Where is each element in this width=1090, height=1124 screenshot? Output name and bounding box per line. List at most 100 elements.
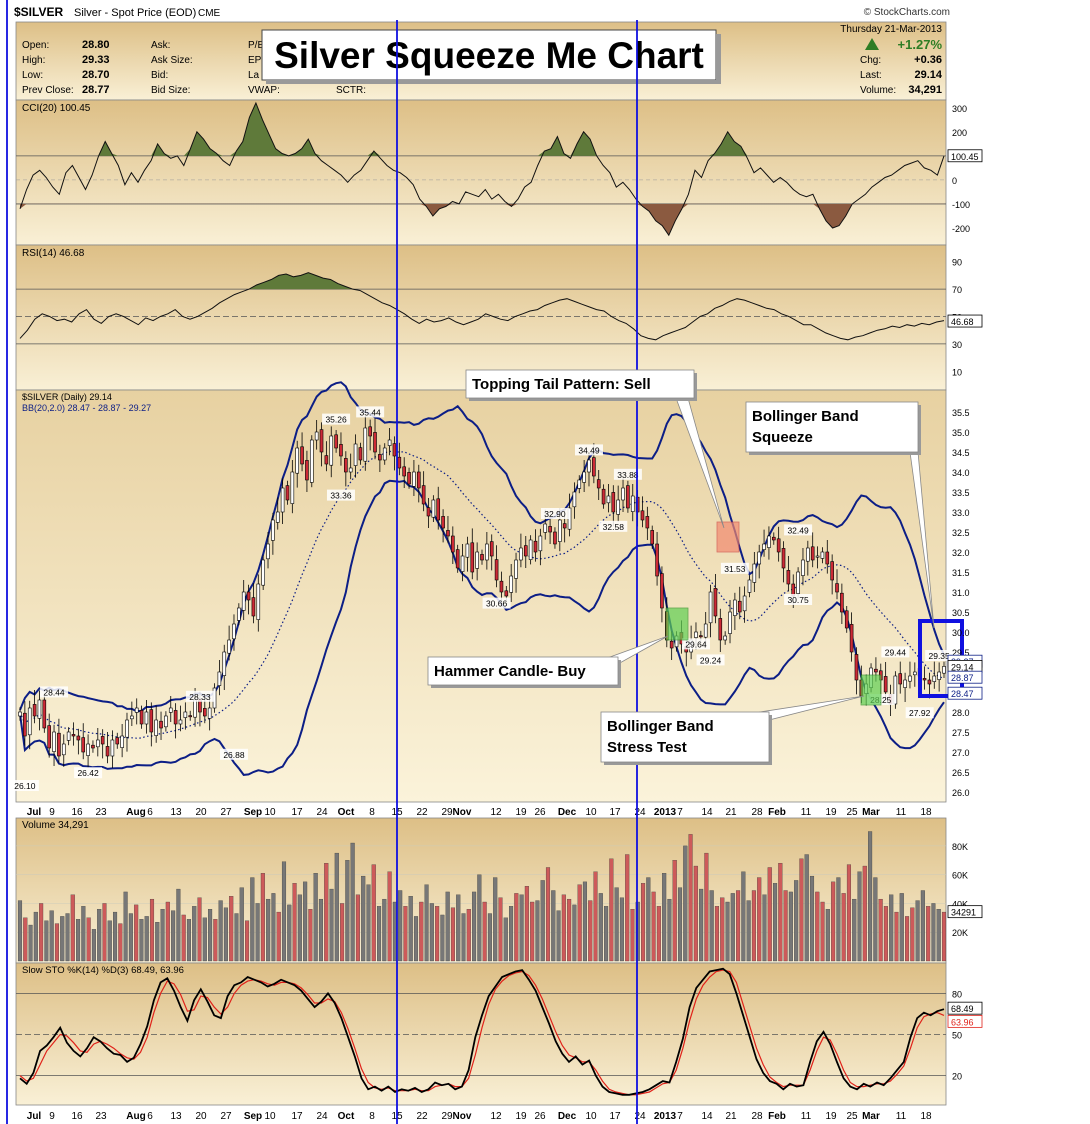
candle-body [820, 551, 825, 559]
price-right-tag-3-box [947, 686, 983, 700]
candle-body [558, 519, 562, 542]
candle-body [655, 543, 659, 577]
volume-tick-1: 60K [952, 871, 968, 881]
volume-bar [382, 898, 387, 962]
volume-bar [102, 903, 107, 962]
price-tick-4: 28.0 [952, 708, 970, 718]
candle-body [295, 447, 299, 474]
volume-bar [862, 865, 867, 962]
candle-body [854, 654, 859, 681]
sto-tick-2: 20 [952, 1072, 962, 1082]
volume-bar [773, 883, 778, 962]
x-tick-top-14: 8 [369, 807, 375, 818]
volume-bar [440, 914, 445, 962]
rsi-legend: RSI(14) 46.68 [22, 248, 85, 259]
volume-bar [213, 919, 218, 962]
cci-panel-bg [15, 99, 947, 246]
price-label: 26.42 [74, 767, 103, 779]
price-label-bg [881, 646, 910, 658]
volume-bar [619, 897, 624, 962]
volume-bar [308, 909, 313, 962]
volume-bar [39, 903, 44, 962]
volume-bar [736, 890, 741, 962]
candle-body [611, 492, 616, 513]
volume-bar [831, 881, 836, 962]
price-tick-13: 32.5 [952, 528, 970, 538]
cci-line [19, 101, 945, 237]
candle-body [844, 610, 849, 629]
price-label: 29.64 [681, 638, 710, 650]
price-label-text: 29.35 [928, 651, 950, 661]
volume-bar [107, 920, 112, 962]
price-right-tag-2: 28.87 [947, 670, 983, 684]
price-tick-15: 33.5 [952, 488, 970, 498]
volume-bar [609, 858, 614, 962]
price-label-bg [784, 594, 813, 605]
x-tick-bottom-35: Mar [862, 1111, 880, 1122]
volume-bar [762, 894, 767, 962]
candle-body [781, 548, 786, 569]
x-tick-top-1: 9 [49, 807, 55, 818]
x-tick-top-36: 11 [896, 807, 907, 818]
price-label-text: 32.90 [544, 509, 566, 519]
price-label-text: 26.88 [223, 750, 245, 760]
cci-last-tag-box [947, 149, 983, 163]
volume-bar [260, 873, 265, 962]
x-tick-top-33: 19 [825, 807, 837, 818]
volume-bar [751, 890, 756, 962]
price-label-text: 29.64 [685, 639, 707, 649]
hammer-note-text-0: Hammer Candle- Buy [434, 663, 586, 680]
candle-body [149, 709, 154, 733]
candle-body [548, 526, 552, 533]
candle-body [747, 579, 752, 593]
candle-body [626, 485, 630, 509]
x-tick-top-30: 28 [751, 807, 763, 818]
candle-body [227, 639, 231, 654]
candle-body [504, 590, 509, 597]
volume-bar [582, 881, 588, 962]
chart-header: $SILVER Silver - Spot Price (EOD) CME © … [14, 5, 950, 19]
rsi-line [19, 272, 945, 341]
cci-tick-3: 0 [952, 176, 957, 186]
volume-bar [883, 906, 888, 962]
volume-bar [577, 884, 582, 962]
candle-body [183, 711, 188, 718]
x-tick-bottom-20: 19 [515, 1111, 527, 1122]
candle-body [125, 719, 129, 738]
candle-body [57, 732, 61, 757]
x-tick-bottom-7: 20 [195, 1111, 207, 1122]
volume-bar [767, 867, 772, 962]
x-tick-bottom-2: 16 [71, 1111, 83, 1122]
x-tick-top-6: 13 [170, 807, 182, 818]
bb-lower-band [19, 479, 945, 776]
quote-label-last: La [248, 70, 260, 81]
candle-body [178, 719, 183, 725]
volume-bar [794, 880, 799, 962]
x-tick-top-22: Dec [558, 807, 577, 818]
volume-bar [450, 907, 456, 962]
cci-tick-4: -100 [952, 200, 970, 210]
candle-body [271, 519, 275, 541]
volume-bar [223, 907, 228, 962]
price-right-tag-2-box [947, 670, 983, 684]
quote-date: Thursday 21-Mar-2013 [840, 24, 942, 35]
volume-bar [429, 903, 434, 962]
x-tick-top-28: 14 [701, 807, 713, 818]
price-tick-2: 27.0 [952, 748, 970, 758]
candle-body [475, 551, 479, 569]
price-label-bg [681, 638, 710, 650]
rsi-tick-4: 10 [952, 367, 962, 377]
volume-bar [250, 877, 255, 962]
volume-bar [741, 871, 746, 962]
x-tick-top-37: 18 [920, 807, 932, 818]
x-tick-top-25: 24 [634, 807, 646, 818]
x-tick-top-11: 17 [291, 807, 303, 818]
x-tick-bottom-10: 10 [264, 1111, 276, 1122]
candle-body [334, 434, 338, 449]
volume-bar [128, 913, 133, 962]
volume-bar [799, 858, 804, 962]
price-panel: 28.44 26.42 26.10 28.33 26.88 35.26 35.44 33.36… [10, 381, 983, 798]
candle-body [883, 676, 888, 693]
candle-body [251, 597, 256, 617]
volume-bar [894, 911, 899, 962]
